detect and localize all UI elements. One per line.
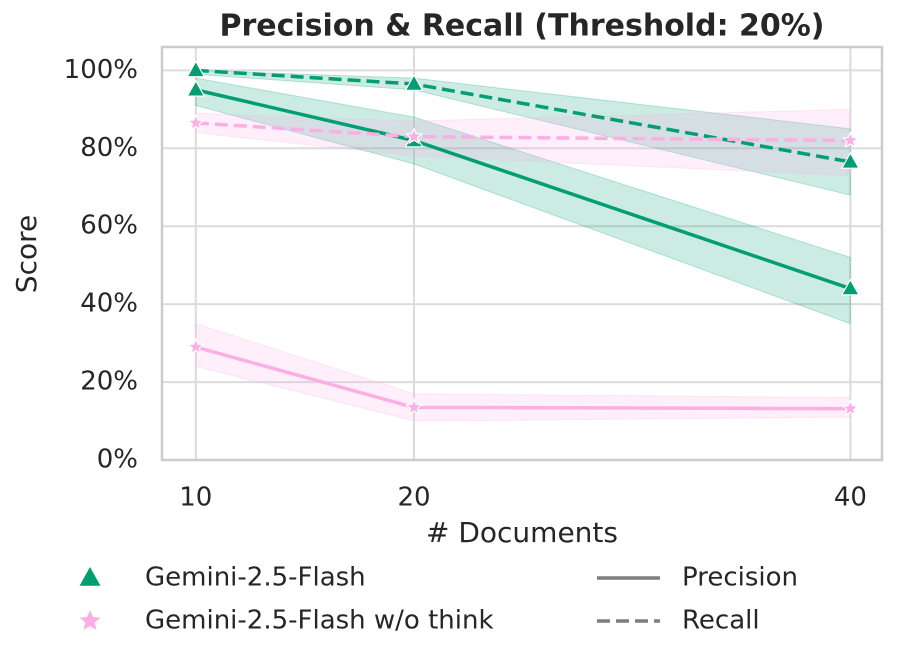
legend-marker	[79, 567, 101, 586]
star-marker	[404, 127, 424, 145]
legend-label: Recall	[682, 606, 760, 636]
legend-label: Gemini-2.5-Flash	[145, 563, 366, 593]
confidence-band	[195, 322, 851, 422]
legend-label: Gemini-2.5-Flash w/o think	[145, 606, 494, 636]
triangle-marker	[840, 278, 860, 296]
star-marker	[404, 397, 424, 416]
legend-marker	[79, 610, 101, 630]
plot-border	[160, 45, 884, 462]
chart-title: Precision & Recall (Threshold: 20%)	[219, 9, 824, 44]
y-tick-label: 0%	[97, 445, 138, 475]
confidence-band	[195, 77, 851, 325]
confidence-band	[195, 108, 851, 177]
triangle-marker	[404, 73, 424, 91]
y-tick-label: 20%	[80, 367, 138, 397]
triangle-marker	[186, 60, 206, 78]
x-tick-label: 10	[179, 483, 212, 513]
star-marker	[841, 130, 860, 149]
x-tick-label: 40	[834, 483, 867, 513]
x-tick-label: 20	[397, 483, 430, 513]
y-tick-label: 40%	[80, 289, 138, 319]
legend-label: Precision	[682, 563, 798, 593]
triangle-marker	[186, 79, 206, 97]
x-axis-label: # Documents	[426, 516, 618, 549]
y-tick-label: 60%	[80, 211, 138, 241]
star-marker	[186, 113, 205, 131]
y-tick-label: 100%	[64, 55, 138, 85]
star-marker	[186, 337, 205, 355]
triangle-marker	[840, 151, 860, 169]
star-marker	[841, 399, 860, 417]
y-tick-label: 80%	[80, 133, 138, 163]
y-axis-label: Score	[10, 215, 43, 293]
